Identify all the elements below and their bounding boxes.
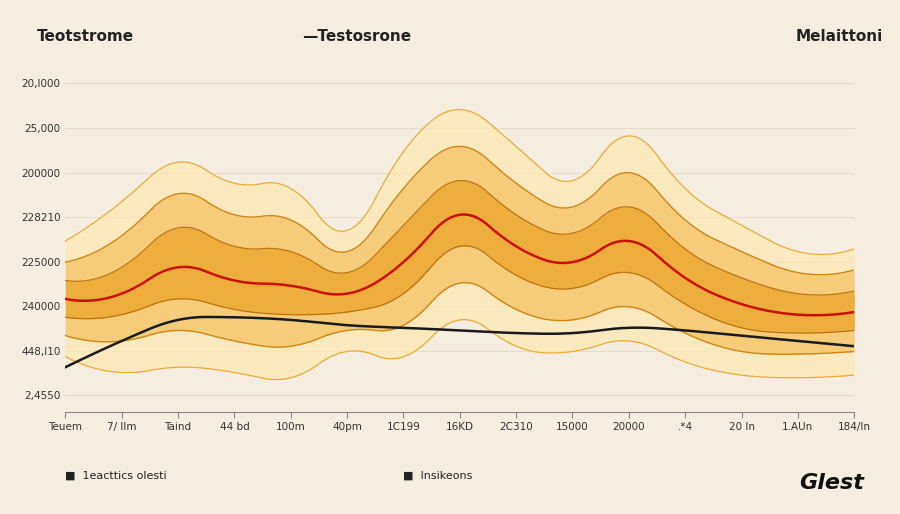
Text: —Testosrone: —Testosrone — [302, 29, 411, 44]
Text: ■  1eacttics olesti: ■ 1eacttics olesti — [66, 471, 166, 481]
Text: ■  Insikeons: ■ Insikeons — [403, 471, 472, 481]
Text: Teotstrome: Teotstrome — [37, 29, 134, 44]
Text: Melaittoni: Melaittoni — [796, 29, 882, 44]
Text: Glest: Glest — [799, 473, 864, 493]
